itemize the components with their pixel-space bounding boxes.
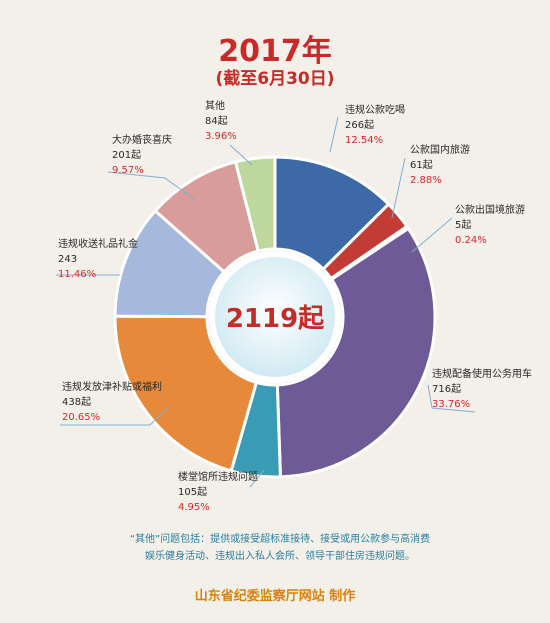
slice-count: 243 <box>58 254 78 265</box>
slice-count: 84起 <box>205 116 228 127</box>
slice-count: 201起 <box>112 150 142 161</box>
footnote-line-2: 娱乐健身活动、违规出入私人会所、领导干部住房违规问题。 <box>145 551 415 562</box>
slice-name: 其他 <box>205 101 225 112</box>
label-slice-2: 公款出国境旅游 5起 0.24% <box>455 203 525 248</box>
slice-count: 5起 <box>455 220 472 231</box>
total-count: 2119起 <box>226 304 325 334</box>
donut-center <box>215 257 335 377</box>
slice-percent: 0.24% <box>455 235 487 246</box>
footnote-line-1: “其他”问题包括：提供或接受超标准接待、接受或用公款参与高消费 <box>129 534 431 545</box>
slice-percent: 33.76% <box>432 399 471 410</box>
leader-line-4 <box>249 469 265 488</box>
credit-footer: 山东省纪委监察厅网站 制作 <box>194 589 356 604</box>
label-slice-8: 其他 84起 3.96% <box>205 99 237 144</box>
slice-name: 违规发放津补贴或福利 <box>62 382 162 393</box>
slice-percent: 12.54% <box>345 135 384 146</box>
slice-percent: 9.57% <box>112 165 144 176</box>
slice-percent: 4.95% <box>178 502 210 513</box>
slice-count: 266起 <box>345 120 375 131</box>
label-slice-7: 大办婚丧喜庆 201起 9.57% <box>112 133 172 178</box>
slice-count: 61起 <box>410 160 433 171</box>
leader-line-7 <box>107 171 196 201</box>
slice-name: 违规配备使用公务用车 <box>432 369 532 380</box>
slice-name: 楼堂馆所违规问题 <box>178 472 258 483</box>
chart-subtitle: (截至6月30日) <box>215 69 335 89</box>
slice-percent: 11.46% <box>58 269 97 280</box>
leader-line-2 <box>411 217 453 253</box>
leader-line-8 <box>229 144 253 166</box>
chart-title: 2017年 <box>218 34 332 69</box>
slice-percent: 2.88% <box>410 175 442 186</box>
leader-line-3 <box>427 384 476 413</box>
slice-name: 公款出国境旅游 <box>455 205 525 216</box>
leader-line-0 <box>329 116 339 153</box>
slice-name: 违规公款吃喝 <box>345 105 405 116</box>
label-slice-0: 违规公款吃喝 266起 12.54% <box>345 103 405 148</box>
slice-name: 大办婚丧喜庆 <box>112 135 172 146</box>
label-slice-5: 违规发放津补贴或福利 438起 20.65% <box>62 380 162 425</box>
label-slice-6: 违规收送礼品礼金 243 11.46% <box>58 237 138 282</box>
slice-count: 716起 <box>432 384 462 395</box>
slice-count: 438起 <box>62 397 92 408</box>
footnote: “其他”问题包括：提供或接受超标准接待、接受或用公款参与高消费 娱乐健身活动、违… <box>60 531 500 565</box>
slice-name: 公款国内旅游 <box>410 145 470 156</box>
label-slice-4: 楼堂馆所违规问题 105起 4.95% <box>178 470 258 515</box>
leader-line-5 <box>60 407 169 426</box>
slice-percent: 3.96% <box>205 131 237 142</box>
donut-slice-8 <box>233 155 277 253</box>
label-slice-1: 公款国内旅游 61起 2.88% <box>410 143 470 188</box>
donut-slice-5 <box>113 314 259 473</box>
slice-percent: 20.65% <box>62 412 101 423</box>
slice-name: 违规收送礼品礼金 <box>58 239 138 250</box>
donut-slice-3 <box>275 226 437 479</box>
label-slice-3: 违规配备使用公务用车 716起 33.76% <box>432 367 532 412</box>
slice-count: 105起 <box>178 487 208 498</box>
leader-line-1 <box>391 157 406 219</box>
